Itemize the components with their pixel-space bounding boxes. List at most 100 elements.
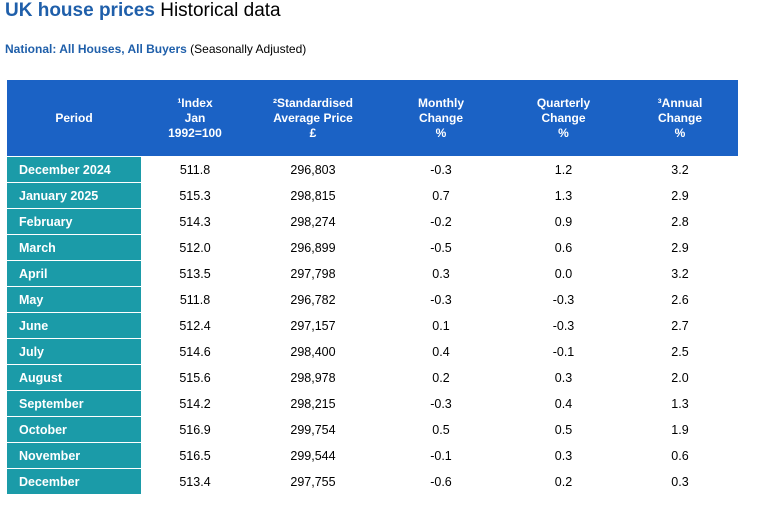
table-row: August 515.6 298,978 0.2 0.3 2.0 [7, 365, 738, 391]
table-row: March 512.0 296,899 -0.5 0.6 2.9 [7, 235, 738, 261]
cell-index: 512.0 [179, 241, 211, 255]
cell-period: February [7, 209, 141, 235]
cell-monthly-change: -0.2 [430, 215, 452, 229]
cell-index: 516.9 [179, 423, 211, 437]
cell-period: January 2025 [7, 183, 141, 209]
cell-annual-change: 2.9 [671, 189, 689, 203]
cell-monthly-change: 0.7 [432, 189, 450, 203]
cell-monthly-change: -0.1 [430, 449, 452, 463]
header-annual-change: ³Annual Change % [657, 95, 703, 140]
cell-average-price: 296,899 [290, 241, 336, 255]
page-subtitle: National: All Houses, All Buyers (Season… [5, 41, 306, 57]
cell-period: May [7, 287, 141, 313]
cell-quarterly-change: -0.1 [552, 345, 575, 359]
cell-monthly-change: 0.1 [432, 319, 450, 333]
cell-average-price: 297,755 [290, 475, 336, 489]
title-rest: Historical data [160, 0, 281, 21]
cell-period: August [7, 365, 141, 391]
cell-monthly-change: -0.6 [430, 475, 452, 489]
cell-average-price: 298,274 [290, 215, 336, 229]
header-monthly-change: Monthly Change % [418, 95, 464, 140]
cell-index: 514.2 [179, 397, 211, 411]
cell-index: 511.8 [179, 293, 211, 307]
cell-quarterly-change: 1.2 [554, 163, 573, 177]
cell-quarterly-change: -0.3 [552, 293, 575, 307]
cell-period: December [7, 469, 141, 495]
cell-average-price: 298,815 [290, 189, 336, 203]
cell-average-price: 296,803 [290, 163, 336, 177]
table-row: December 2024 511.8 296,803 -0.3 1.2 3.2 [7, 157, 738, 183]
header-period: Period [55, 110, 93, 125]
header-average-price: ²Standardised Average Price £ [272, 95, 353, 140]
cell-average-price: 297,798 [290, 267, 336, 281]
cell-period: July [7, 339, 141, 365]
cell-annual-change: 2.0 [671, 371, 689, 385]
table-row: November 516.5 299,544 -0.1 0.3 0.6 [7, 443, 738, 469]
table-row: September 514.2 298,215 -0.3 0.4 1.3 [7, 391, 738, 417]
cell-quarterly-change: 0.0 [554, 267, 573, 281]
cell-index: 512.4 [179, 319, 211, 333]
cell-quarterly-change: 0.3 [554, 371, 573, 385]
cell-annual-change: 0.3 [671, 475, 689, 489]
cell-quarterly-change: 0.2 [554, 475, 573, 489]
header-quarterly-change: Quarterly Change % [536, 95, 591, 140]
cell-period: November [7, 443, 141, 469]
cell-annual-change: 2.9 [671, 241, 689, 255]
table-row: July 514.6 298,400 0.4 -0.1 2.5 [7, 339, 738, 365]
cell-average-price: 298,978 [290, 371, 336, 385]
title-brand: UK house prices [5, 0, 155, 21]
table-row: April 513.5 297,798 0.3 0.0 3.2 [7, 261, 738, 287]
cell-quarterly-change: 0.9 [554, 215, 573, 229]
cell-quarterly-change: 0.5 [554, 423, 573, 437]
cell-annual-change: 2.5 [671, 345, 689, 359]
cell-average-price: 298,215 [290, 397, 336, 411]
table-row: January 2025 515.3 298,815 0.7 1.3 2.9 [7, 183, 738, 209]
cell-period: March [7, 235, 141, 261]
cell-annual-change: 3.2 [671, 163, 689, 177]
cell-quarterly-change: -0.3 [552, 319, 575, 333]
cell-quarterly-change: 0.3 [554, 449, 573, 463]
cell-index: 515.3 [179, 189, 211, 203]
table-row: October 516.9 299,754 0.5 0.5 1.9 [7, 417, 738, 443]
cell-average-price: 297,157 [290, 319, 336, 333]
house-price-table: Period ¹Index Jan 1992=100 ²Standardised… [7, 80, 738, 495]
cell-period: June [7, 313, 141, 339]
table-body: December 2024 511.8 296,803 -0.3 1.2 3.2 Janua… [7, 156, 738, 495]
page-title: UK house prices Historical data [5, 0, 281, 23]
cell-monthly-change: -0.5 [430, 241, 452, 255]
cell-monthly-change: -0.3 [430, 293, 452, 307]
cell-monthly-change: -0.3 [430, 397, 452, 411]
cell-monthly-change: 0.3 [432, 267, 450, 281]
cell-annual-change: 1.3 [671, 397, 689, 411]
cell-average-price: 299,754 [290, 423, 336, 437]
cell-quarterly-change: 0.4 [554, 397, 573, 411]
table-row: February 514.3 298,274 -0.2 0.9 2.8 [7, 209, 738, 235]
cell-index: 516.5 [179, 449, 211, 463]
cell-period: October [7, 417, 141, 443]
cell-index: 514.3 [179, 215, 211, 229]
table-row: May 511.8 296,782 -0.3 -0.3 2.6 [7, 287, 738, 313]
cell-average-price: 296,782 [290, 293, 336, 307]
table-row: June 512.4 297,157 0.1 -0.3 2.7 [7, 313, 738, 339]
cell-monthly-change: 0.2 [432, 371, 450, 385]
header-index: ¹Index Jan 1992=100 [168, 95, 222, 140]
cell-index: 511.8 [179, 163, 211, 177]
cell-index: 514.6 [179, 345, 211, 359]
cell-average-price: 299,544 [290, 449, 336, 463]
cell-annual-change: 2.7 [671, 319, 689, 333]
table-row: December 513.4 297,755 -0.6 0.2 0.3 [7, 469, 738, 495]
cell-monthly-change: -0.3 [430, 163, 452, 177]
cell-annual-change: 0.6 [671, 449, 689, 463]
cell-annual-change: 1.9 [671, 423, 689, 437]
cell-monthly-change: 0.4 [432, 345, 450, 359]
cell-annual-change: 3.2 [671, 267, 689, 281]
cell-index: 513.5 [179, 267, 211, 281]
cell-quarterly-change: 0.6 [554, 241, 573, 255]
subtitle-scope: National: All Houses, All Buyers [5, 42, 187, 56]
cell-monthly-change: 0.5 [432, 423, 450, 437]
cell-annual-change: 2.6 [671, 293, 689, 307]
table-header: Period ¹Index Jan 1992=100 ²Standardised… [7, 80, 738, 156]
cell-annual-change: 2.8 [671, 215, 689, 229]
subtitle-adjustment: (Seasonally Adjusted) [190, 42, 307, 56]
cell-quarterly-change: 1.3 [554, 189, 573, 203]
